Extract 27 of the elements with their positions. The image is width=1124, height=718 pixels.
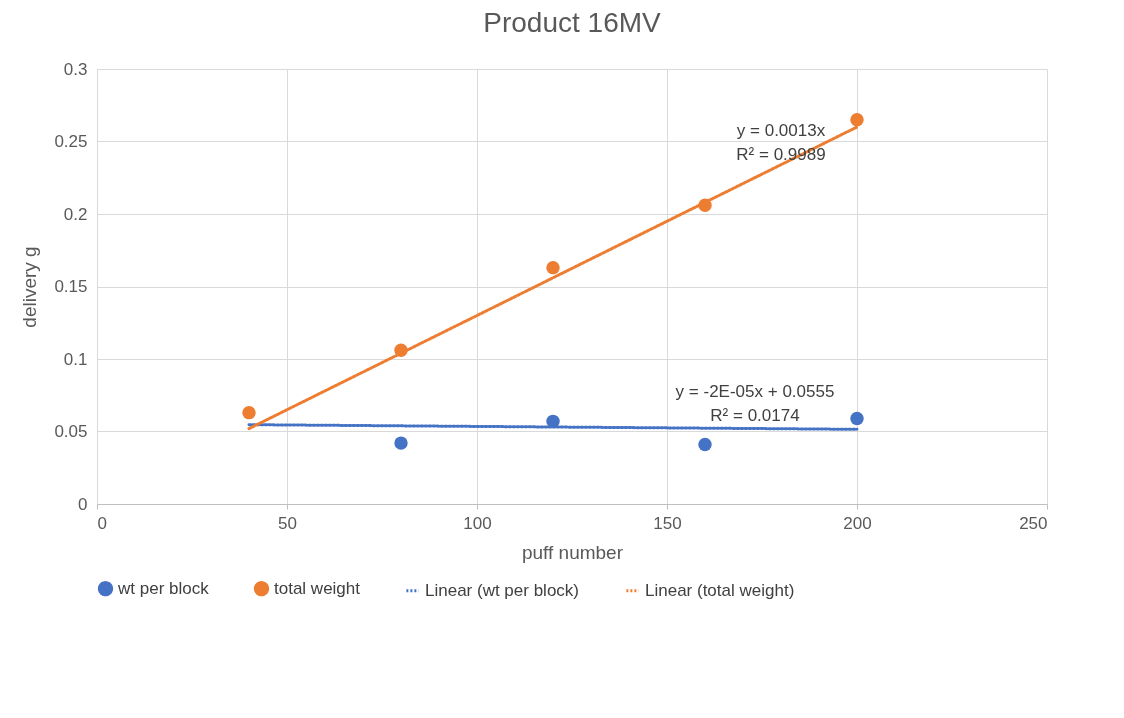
legend-label: Linear (wt per block) [425,580,580,600]
y-tick-label: 0.15 [54,277,88,296]
x-tick-label: 0 [97,513,107,533]
point [394,436,408,450]
x-tick-label: 50 [278,513,297,533]
x-tick-label: 200 [843,513,872,533]
legend-label: wt per block [117,578,210,598]
point [698,437,712,452]
x-axis-title: puff number [521,541,624,563]
x-tick-label: 100 [463,513,492,533]
y-axis-title: delivery g [19,246,41,328]
point [242,405,256,420]
point [850,411,864,426]
point [546,260,560,275]
y-tick-label: 0.3 [63,59,88,79]
point [850,113,864,127]
y-tick-label: 0.2 [63,204,88,224]
legend-label: total weight [274,578,361,598]
chart-title: Product 16MV [483,7,662,38]
y-tick-label: 0.25 [54,132,88,151]
x-tick-label: 150 [653,513,682,533]
y-tick-label: 0.1 [63,349,88,369]
annotation: y = -2E-05x + 0.0555 R² = 0.0174 [675,382,835,425]
x-tick-label: 250 [1019,513,1048,533]
legend-label: Linear (total weight) [645,580,795,600]
y-tick-label: 0.05 [54,422,88,441]
y-tick-label: 0 [78,494,88,514]
